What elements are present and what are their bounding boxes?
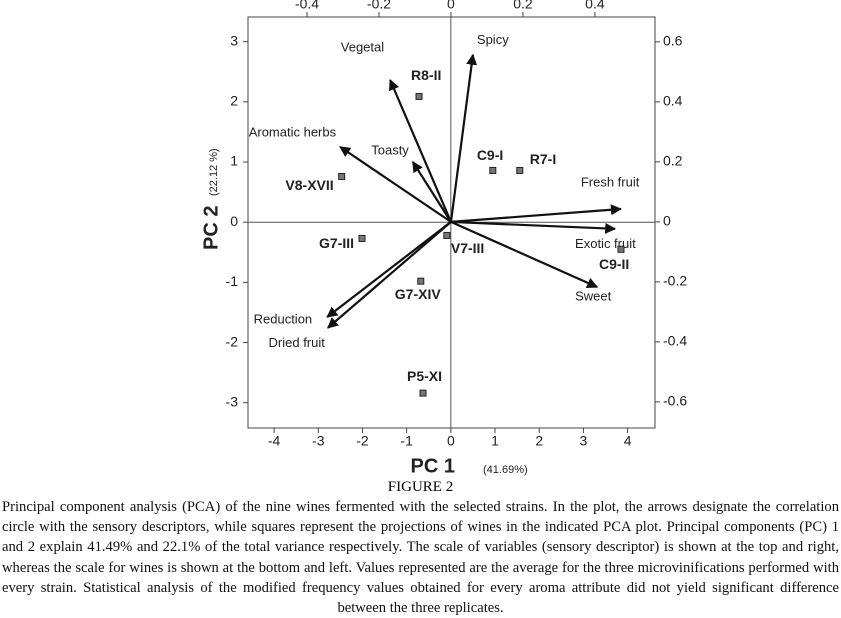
x-tick-label: 0	[447, 433, 455, 449]
x-axis-label: PC 1	[411, 455, 455, 477]
x2-tick-label: 0.4	[585, 0, 605, 12]
wine-point	[516, 166, 524, 174]
x-axis-note: (41.69%)	[483, 464, 528, 476]
descriptor-arrow	[339, 145, 452, 223]
wine-label: R7-I	[530, 151, 556, 167]
caption-title: FIGURE 2	[387, 479, 454, 495]
y2-tick-label: 0.2	[663, 153, 683, 169]
descriptor-arrow	[450, 204, 622, 223]
wine-point	[489, 166, 497, 174]
wine-point	[338, 172, 346, 180]
wine-point	[358, 234, 366, 242]
x-tick-label: -1	[400, 433, 413, 449]
y-tick-label: -3	[226, 393, 239, 409]
descriptor-arrow	[449, 53, 478, 223]
wine-point	[419, 389, 427, 397]
descriptor-label: Spicy	[477, 32, 509, 47]
y-tick-label: -2	[226, 333, 239, 349]
wine-point	[415, 92, 423, 100]
descriptor-label: Reduction	[254, 311, 313, 326]
wine-point	[617, 245, 625, 253]
descriptor-arrow	[326, 221, 452, 318]
descriptor-label: Sweet	[575, 288, 612, 303]
x-tick-label: -4	[268, 433, 281, 449]
descriptor-arrow	[450, 220, 599, 289]
descriptor-arrow	[411, 160, 452, 223]
x2-tick-label: -0.4	[295, 0, 319, 12]
descriptor-arrow	[327, 221, 452, 329]
y-tick-label: 0	[230, 213, 238, 229]
y-tick-label: 3	[230, 32, 238, 48]
wine-point	[443, 231, 451, 239]
x2-tick-label: 0.2	[513, 0, 533, 12]
x-tick-label: 4	[624, 433, 632, 449]
x2-tick-label: -0.2	[367, 0, 391, 12]
chart: PC 1 (41.69%) PC 2 (22.12 %) -4 -3 -2 -1 0 1 2…	[200, 0, 687, 477]
descriptor-label: Vegetal	[341, 39, 384, 54]
wine-label: P5-XI	[407, 368, 442, 384]
x2-tick-label: 0	[447, 0, 455, 12]
y-tick-label: -1	[226, 273, 239, 289]
x-tick-label: 2	[535, 433, 543, 449]
wine-point	[417, 277, 425, 285]
descriptor-label: Aromatic herbs	[249, 124, 337, 139]
y-tick-label: 1	[230, 153, 238, 169]
y2-tick-label: -0.4	[663, 333, 687, 349]
caption: Principal component analysis (PCA) of th…	[2, 499, 839, 617]
descriptor-label: Fresh fruit	[581, 174, 640, 189]
y2-tick-label: 0.6	[663, 33, 683, 49]
x-tick-label: 3	[580, 433, 588, 449]
wine-label: V7-III	[451, 240, 484, 256]
wine-label: G7-III	[319, 235, 354, 251]
descriptor-arrow	[388, 78, 452, 223]
wine-label: C9-I	[477, 147, 503, 163]
descriptor-label: Dried fruit	[269, 335, 326, 350]
y2-tick-label: 0	[663, 213, 671, 229]
wine-label: C9-II	[599, 256, 629, 272]
y-tick-label: 2	[230, 93, 238, 109]
wine-label: V8-XVII	[285, 177, 333, 193]
descriptor-label: Exotic fruit	[575, 236, 636, 251]
x-tick-label: -3	[312, 433, 325, 449]
x-tick-label: 1	[491, 433, 499, 449]
wine-label: R8-II	[411, 67, 441, 83]
x-tick-label: -2	[356, 433, 369, 449]
wine-label: G7-XIV	[395, 286, 442, 302]
y-axis-label: PC 2	[200, 206, 222, 250]
y2-tick-label: -0.2	[663, 273, 687, 289]
descriptor-arrow	[450, 220, 617, 234]
y-axis-note: (22.12 %)	[208, 148, 220, 196]
descriptor-label: Toasty	[371, 142, 409, 157]
y2-tick-label: -0.6	[663, 393, 687, 409]
y2-tick-label: 0.4	[663, 93, 683, 109]
